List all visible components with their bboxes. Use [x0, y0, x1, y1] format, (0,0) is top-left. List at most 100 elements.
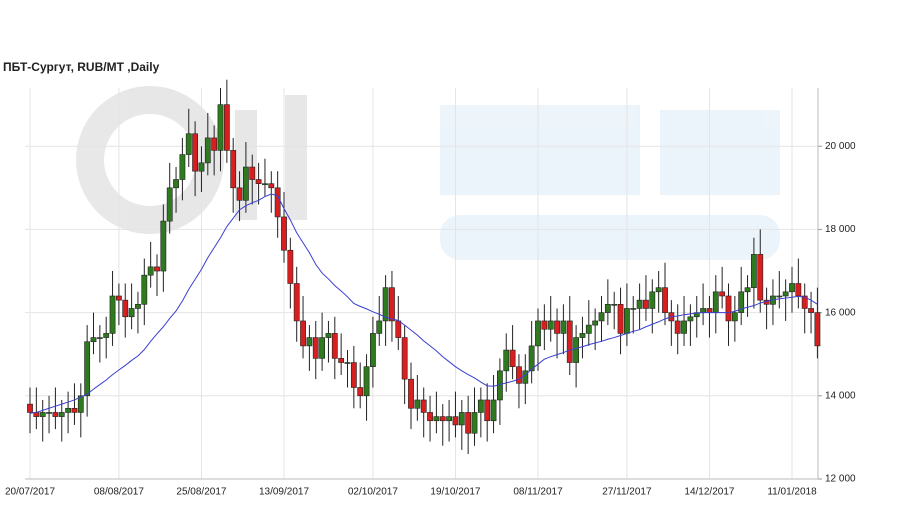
- candle-body: [738, 291, 745, 313]
- candle-body: [306, 337, 313, 347]
- candle-body: [249, 166, 256, 180]
- y-tick-label: 14 000: [825, 390, 856, 401]
- candle-body: [357, 387, 364, 397]
- candle-body: [712, 291, 719, 313]
- candle-body: [147, 266, 154, 276]
- y-tick-label: 12 000: [825, 474, 856, 485]
- candle-body: [801, 295, 808, 309]
- candle-body: [725, 295, 732, 322]
- candle-body: [795, 283, 802, 297]
- candle-body: [344, 362, 351, 364]
- candle-body: [490, 399, 497, 422]
- candle-body: [192, 133, 198, 172]
- candle-body: [566, 320, 573, 363]
- candle-body: [338, 358, 345, 363]
- candle-body: [389, 287, 395, 322]
- candle-body: [509, 349, 516, 367]
- candle-body: [541, 320, 548, 330]
- candle-body: [382, 287, 389, 322]
- candle-body: [401, 337, 408, 380]
- candle-body: [636, 299, 643, 309]
- candle-body: [287, 249, 294, 284]
- candle-body: [58, 412, 65, 417]
- candle-body: [109, 295, 116, 334]
- candle-body: [516, 366, 522, 384]
- candle-body: [223, 104, 230, 151]
- candle-body: [39, 412, 46, 417]
- candle-body: [503, 349, 510, 372]
- candle-body: [77, 395, 84, 413]
- y-tick-label: 20 000: [825, 141, 856, 152]
- candle-body: [154, 266, 160, 272]
- candle-body: [814, 312, 821, 347]
- candle-body: [122, 299, 129, 318]
- candle-body: [420, 399, 427, 413]
- candle-body: [554, 320, 560, 334]
- candle-body: [141, 274, 148, 305]
- candle-body: [528, 345, 535, 372]
- candle-body: [236, 187, 243, 201]
- candle-body: [662, 287, 668, 313]
- candle-body: [560, 320, 567, 334]
- candle-body: [535, 320, 541, 347]
- x-tick-label: 19/10/2017: [430, 487, 480, 498]
- candle-body: [452, 416, 459, 426]
- candle-body: [674, 320, 681, 334]
- candle-body: [363, 366, 370, 397]
- candle-body: [230, 150, 237, 189]
- candle-body: [776, 295, 783, 298]
- candle-body: [484, 399, 491, 422]
- candle-body: [687, 316, 694, 322]
- candle-body: [376, 320, 383, 334]
- candle-body: [211, 137, 218, 151]
- x-tick-label: 20/07/2017: [5, 487, 55, 498]
- candle-body: [750, 254, 757, 288]
- candle-body: [547, 320, 554, 330]
- candle-body: [630, 308, 637, 310]
- candle-body: [325, 333, 332, 338]
- candle-body: [604, 303, 611, 313]
- candle-body: [331, 333, 338, 359]
- candle-body: [350, 362, 357, 388]
- candle-body: [173, 179, 179, 189]
- candle-body: [262, 183, 268, 185]
- candle-body: [395, 320, 402, 338]
- candle-body: [71, 407, 78, 413]
- candle-body: [585, 324, 592, 334]
- x-tick-label: 13/09/2017: [259, 487, 309, 498]
- candle-body: [439, 416, 446, 422]
- candle-body: [789, 283, 795, 293]
- candle-body: [128, 308, 135, 318]
- candle-body: [84, 341, 91, 397]
- candle-body: [52, 412, 59, 417]
- x-tick-label: 25/08/2017: [176, 487, 226, 498]
- candle-body: [319, 337, 325, 359]
- candle-body: [65, 407, 71, 413]
- candle-body: [611, 303, 618, 306]
- candle-body: [458, 412, 465, 426]
- candle-body: [655, 287, 662, 293]
- candle-body: [312, 337, 319, 359]
- x-tick-label: 02/10/2017: [348, 487, 398, 498]
- candle-body: [46, 412, 52, 414]
- x-tick-label: 08/11/2017: [513, 487, 563, 498]
- x-tick-label: 27/11/2017: [602, 487, 652, 498]
- candle-body: [90, 337, 97, 343]
- candle-body: [617, 303, 624, 334]
- candle-body: [274, 187, 281, 218]
- candle-body: [281, 216, 287, 251]
- candle-body: [808, 308, 814, 313]
- candle-body: [96, 337, 103, 339]
- candle-body: [433, 416, 440, 422]
- candle-body: [179, 154, 186, 180]
- watermark: [76, 86, 780, 260]
- x-tick-label: 11/01/2018: [767, 487, 817, 498]
- candle-body: [573, 337, 579, 363]
- candle-body: [623, 308, 630, 334]
- candle-body: [268, 183, 275, 189]
- candle-body: [700, 308, 706, 313]
- candle-body: [477, 399, 484, 413]
- candle-body: [116, 295, 122, 301]
- candle-body: [300, 320, 306, 347]
